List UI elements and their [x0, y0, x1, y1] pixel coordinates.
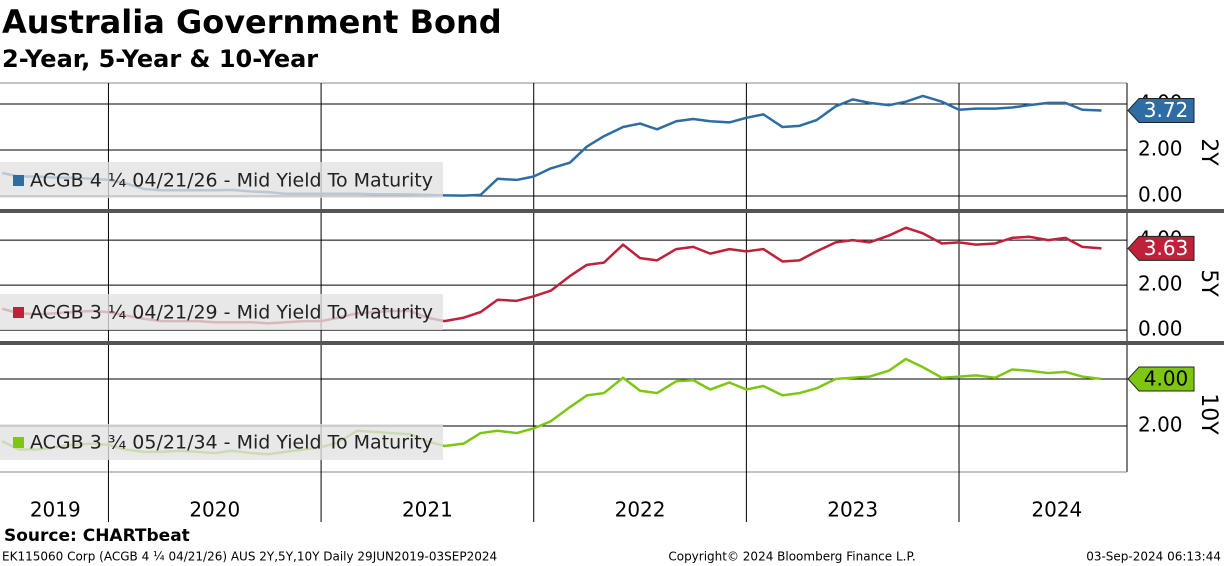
- last-value-label: 3.72: [1144, 98, 1189, 122]
- y-tick-label: 0.00: [1138, 183, 1183, 207]
- legend-label: ACGB 3 ¼ 04/21/29 - Mid Yield To Maturit…: [30, 302, 433, 324]
- last-value-marker: [1127, 235, 1195, 261]
- legend-box: [0, 424, 443, 460]
- footer-center: Copyright© 2024 Bloomberg Finance L.P.: [668, 550, 915, 564]
- last-value-label: 4.00: [1144, 366, 1189, 390]
- last-value-label: 3.63: [1144, 236, 1189, 260]
- chart-subtitle: 2-Year, 5-Year & 10-Year: [2, 45, 318, 73]
- x-tick-label: 2019: [30, 498, 81, 522]
- legend-swatch: [13, 437, 24, 448]
- x-tick-label: 2020: [189, 498, 240, 522]
- y-tick-label: 0.00: [1138, 317, 1183, 341]
- legend-swatch: [13, 307, 24, 318]
- overlay-layer: 2019 2020 2021 2022 2023 2024 0.00 2.00 4.00 2Y AC…: [0, 91, 1221, 522]
- footer-left: EK115060 Corp (ACGB 4 ¼ 04/21/26) AUS 2Y…: [2, 550, 497, 564]
- axis-label: 2Y: [1196, 138, 1221, 166]
- axis-label: 10Y: [1196, 393, 1221, 435]
- source: Source: CHARTbeat: [4, 526, 190, 546]
- y-tick-label: 2.00: [1138, 137, 1183, 161]
- legend-label: ACGB 3 ¾ 05/21/34 - Mid Yield To Maturit…: [30, 432, 433, 454]
- last-value-marker: [1127, 97, 1195, 123]
- legend-label: ACGB 4 ¼ 04/21/26 - Mid Yield To Maturit…: [30, 170, 433, 192]
- legend-box: [0, 162, 443, 198]
- grid-layer: [0, 83, 1127, 522]
- axis-label: 5Y: [1196, 269, 1221, 297]
- panel-separator: [0, 209, 1224, 213]
- last-value-marker: [1127, 366, 1195, 392]
- footer-right: 03-Sep-2024 06:13:44: [1086, 550, 1221, 564]
- y-tick-label: 2.00: [1138, 413, 1183, 437]
- x-tick-label: 2021: [402, 498, 453, 522]
- chart-title: Australia Government Bond: [2, 3, 502, 41]
- y-tick-label: 2.00: [1138, 272, 1183, 296]
- panel-separator: [0, 341, 1224, 345]
- x-tick-label: 2024: [1031, 498, 1082, 522]
- x-tick-label: 2023: [827, 498, 878, 522]
- x-tick-label: 2022: [615, 498, 666, 522]
- legend-box: [0, 294, 443, 330]
- legend-swatch: [13, 175, 24, 186]
